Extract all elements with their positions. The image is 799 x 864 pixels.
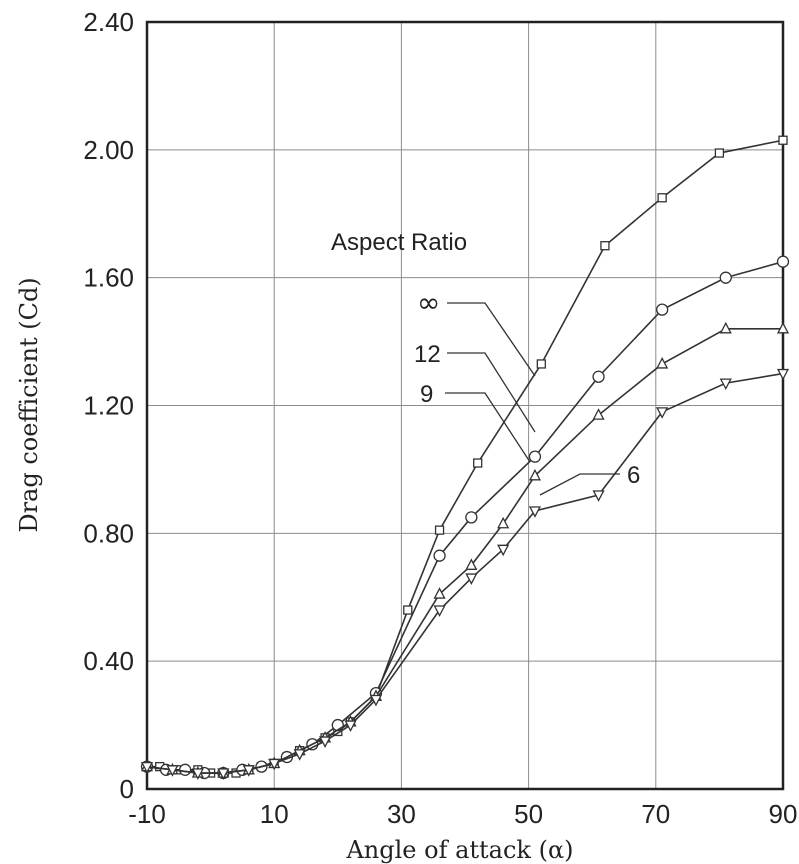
x-tick-label: 10	[260, 799, 289, 829]
y-tick-label: 0.40	[83, 646, 134, 676]
data-point-12	[179, 763, 192, 776]
x-tick-label: 90	[769, 799, 798, 829]
data-point-infinity	[473, 458, 483, 468]
data-point-6	[242, 765, 255, 777]
data-point-6	[140, 761, 154, 774]
data-point-12	[528, 450, 542, 463]
y-tick-label: 2.40	[83, 7, 134, 37]
series-9	[140, 321, 790, 778]
leader-line-infinity	[447, 302, 536, 377]
data-point-9	[528, 468, 542, 481]
data-point-12	[592, 370, 605, 383]
leader-line-9	[445, 392, 531, 463]
x-axis-ticks: -10 10 30 50 70 90	[128, 799, 797, 829]
data-point-6	[719, 378, 732, 391]
series-group	[140, 135, 790, 780]
data-point-6	[268, 758, 281, 771]
data-point-infinity	[778, 135, 788, 145]
y-tick-label: 2.00	[83, 135, 134, 165]
data-point-infinity	[434, 525, 445, 535]
series-line-6	[146, 372, 784, 774]
leader-line-6	[539, 473, 620, 496]
x-axis-title: Angle of attack (α)	[345, 836, 573, 864]
data-point-6	[191, 768, 204, 780]
data-point-infinity	[536, 359, 546, 369]
data-point-6	[293, 749, 306, 761]
data-point-6	[776, 368, 790, 381]
series-label-6: 6	[627, 462, 640, 489]
y-axis-title: Drag coefficient (Cd)	[15, 277, 43, 532]
series-line-9	[146, 327, 783, 774]
data-point-6	[369, 694, 383, 707]
data-point-6	[465, 573, 478, 585]
data-point-9	[433, 587, 446, 599]
grid	[147, 22, 783, 789]
data-point-6	[344, 720, 357, 732]
series-label-9: 9	[420, 381, 433, 408]
data-point-12	[656, 303, 669, 316]
data-point-6	[528, 506, 542, 518]
y-tick-label: 0.80	[83, 518, 134, 548]
data-point-12	[776, 255, 790, 268]
series-label-infinity: ∞	[417, 286, 440, 319]
data-point-infinity	[600, 241, 610, 251]
x-tick-label: 30	[387, 799, 416, 829]
data-point-infinity	[657, 193, 667, 203]
series-label-12: 12	[414, 341, 441, 368]
leader-line-12	[447, 352, 536, 433]
legend-title: Aspect Ratio	[331, 229, 467, 256]
series-line-12	[146, 260, 784, 774]
data-point-9	[776, 321, 790, 334]
data-point-12	[465, 511, 478, 524]
y-axis-ticks: 0 0.40 0.80 1.20 1.60 2.00 2.40	[83, 7, 134, 804]
series-12	[140, 255, 790, 780]
data-point-6	[592, 490, 605, 502]
data-point-9	[465, 558, 478, 570]
data-point-9	[719, 321, 732, 334]
data-point-6	[319, 736, 332, 748]
data-point-6	[497, 544, 510, 557]
data-point-6	[166, 765, 179, 777]
data-point-9	[497, 516, 510, 529]
series-labels: ∞ 12 9 6	[414, 286, 640, 496]
y-tick-label: 1.60	[83, 263, 134, 293]
data-point-12	[719, 271, 732, 284]
data-point-9	[592, 408, 605, 420]
x-tick-label: -10	[128, 799, 166, 829]
data-point-12	[433, 549, 446, 562]
series-6	[140, 368, 790, 780]
y-tick-label: 1.20	[83, 391, 134, 421]
data-point-6	[656, 407, 669, 419]
data-point-9	[656, 357, 669, 369]
data-point-6	[217, 768, 230, 780]
data-point-6	[433, 605, 446, 617]
y-tick-label: 0	[120, 774, 134, 804]
plot-frame	[145, 20, 785, 791]
x-tick-label: 70	[641, 799, 670, 829]
data-point-infinity	[403, 605, 413, 615]
x-tick-label: 50	[514, 799, 543, 829]
data-point-infinity	[714, 148, 725, 158]
